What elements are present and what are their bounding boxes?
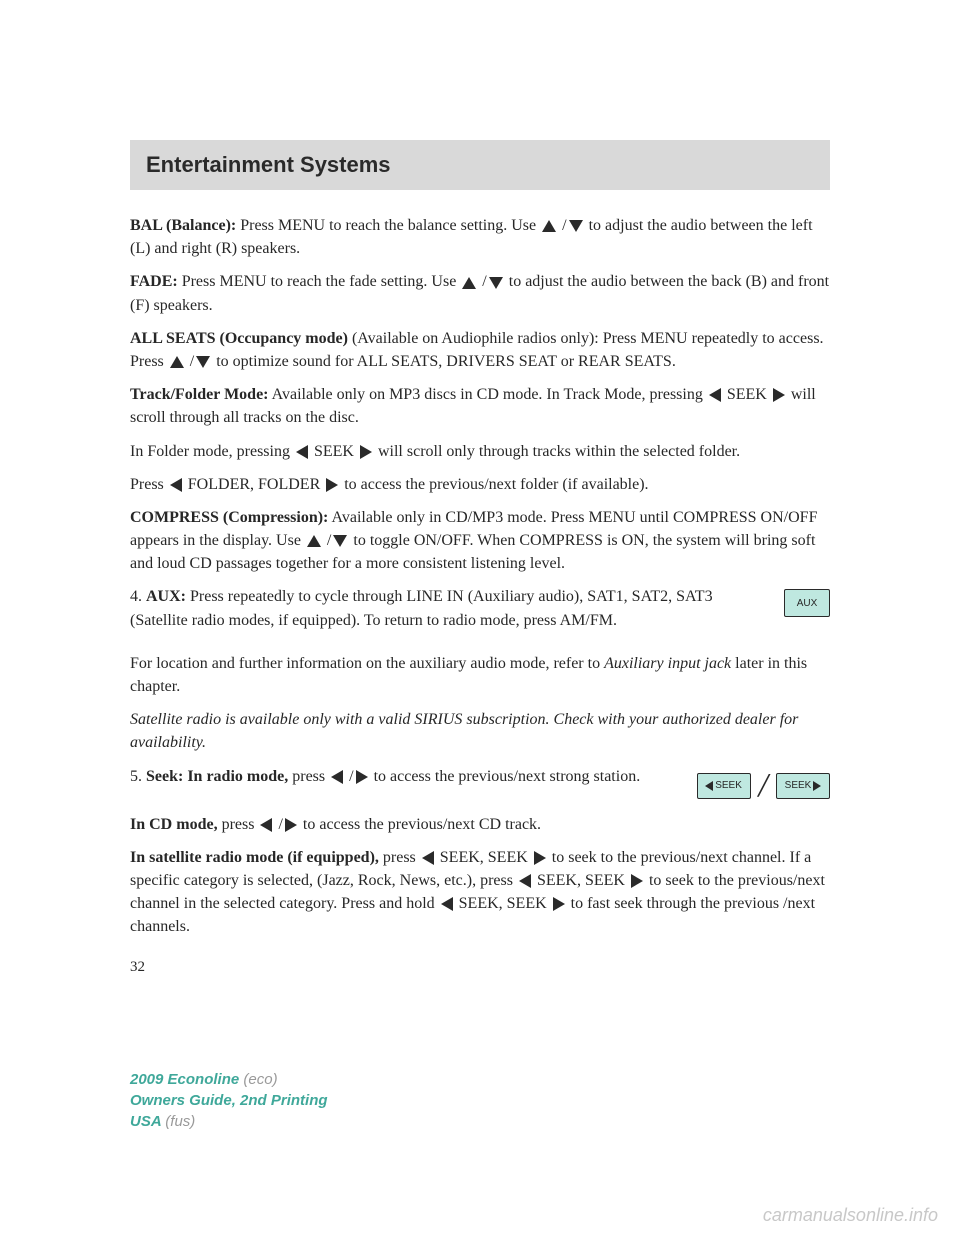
track-t6: to access the previous/next folder (if a… xyxy=(340,476,648,493)
seek-btn-l: SEEK xyxy=(715,780,742,791)
seek-btn-r: SEEK xyxy=(785,780,812,791)
bal-label: BAL (Balance): xyxy=(130,217,236,234)
track-para2: In Folder mode, pressing SEEK will scrol… xyxy=(130,440,830,463)
sat-para: In satellite radio mode (if equipped), p… xyxy=(130,846,830,939)
aux-row: 4. AUX: Press repeatedly to cycle throug… xyxy=(130,585,830,641)
right-icon xyxy=(534,851,546,865)
seek-left-btn: SEEK xyxy=(697,773,751,799)
compress-para: COMPRESS (Compression): Available only i… xyxy=(130,506,830,576)
bal-para: BAL (Balance): Press MENU to reach the b… xyxy=(130,214,830,260)
seek-row: 5. Seek: In radio mode, press / to acces… xyxy=(130,765,830,803)
cd-para: In CD mode, press / to access the previo… xyxy=(130,813,830,836)
right-icon xyxy=(631,874,643,888)
right-icon xyxy=(360,445,372,459)
down-icon xyxy=(569,220,583,232)
track-seek: SEEK xyxy=(723,386,771,403)
track-t5: Press xyxy=(130,476,168,493)
left-icon xyxy=(170,478,182,492)
left-icon xyxy=(422,851,434,865)
right-icon xyxy=(553,897,565,911)
fade-label: FADE: xyxy=(130,273,178,290)
seek-right-btn: SEEK xyxy=(776,773,830,799)
allseats-label: ALL SEATS (Occupancy mode) xyxy=(130,330,348,347)
sat-t1: press xyxy=(379,849,420,866)
footer-region: USA xyxy=(130,1113,165,1130)
up-icon xyxy=(542,220,556,232)
cd-t2: to access the previous/next CD track. xyxy=(299,816,541,833)
aux-btn-label: AUX xyxy=(797,598,818,609)
sat-t4: SEEK, SEEK xyxy=(455,895,551,912)
section-title: Entertainment Systems xyxy=(146,152,814,178)
right-icon xyxy=(326,478,338,492)
left-icon xyxy=(296,445,308,459)
seek-label: Seek: In radio mode, xyxy=(146,768,288,785)
page-number: 32 xyxy=(130,959,830,976)
seek-t2: to access the previous/next strong stati… xyxy=(370,768,641,785)
aux-note: Satellite radio is available only with a… xyxy=(130,708,830,754)
down-icon xyxy=(489,277,503,289)
page-content: Entertainment Systems BAL (Balance): Pre… xyxy=(0,0,960,976)
footer-guide: Owners Guide, 2nd Printing xyxy=(130,1092,328,1109)
section-header: Entertainment Systems xyxy=(130,140,830,190)
up-icon xyxy=(307,535,321,547)
seek-para: 5. Seek: In radio mode, press / to acces… xyxy=(130,765,673,788)
compress-label: COMPRESS (Compression): xyxy=(130,509,328,526)
cd-t1: press xyxy=(218,816,259,833)
fade-para: FADE: Press MENU to reach the fade setti… xyxy=(130,270,830,316)
footer-code1: (eco) xyxy=(243,1071,277,1088)
track-seek2: SEEK xyxy=(310,443,358,460)
right-icon xyxy=(773,388,785,402)
footer-model: 2009 Econoline xyxy=(130,1071,243,1088)
up-icon xyxy=(462,277,476,289)
aux-t2: For location and further information on … xyxy=(130,655,604,672)
seek-num: 5. xyxy=(130,768,146,785)
slash-icon: / xyxy=(755,769,772,803)
cd-label: In CD mode, xyxy=(130,816,218,833)
sat-seek2: SEEK, SEEK xyxy=(533,872,629,889)
track-t4: will scroll only through tracks within t… xyxy=(374,443,740,460)
right-icon xyxy=(285,818,297,832)
right-icon xyxy=(356,770,368,784)
down-icon xyxy=(196,356,210,368)
aux-label: AUX: xyxy=(146,588,186,605)
track-label: Track/Folder Mode: xyxy=(130,386,269,403)
left-icon xyxy=(709,388,721,402)
sat-seek1: SEEK, SEEK xyxy=(436,849,532,866)
left-icon xyxy=(705,781,713,791)
right-icon xyxy=(813,781,821,791)
sat-label: In satellite radio mode (if equipped), xyxy=(130,849,379,866)
fade-t1: Press MENU to reach the fade setting. Us… xyxy=(178,273,461,290)
aux-para1: 4. AUX: Press repeatedly to cycle throug… xyxy=(130,585,754,631)
left-icon xyxy=(441,897,453,911)
bal-t1: Press MENU to reach the balance setting.… xyxy=(236,217,540,234)
aux-para2: For location and further information on … xyxy=(130,652,830,698)
allseats-para: ALL SEATS (Occupancy mode) (Available on… xyxy=(130,327,830,373)
footer-code2: (fus) xyxy=(165,1113,195,1130)
footer: 2009 Econoline (eco) Owners Guide, 2nd P… xyxy=(130,1069,328,1132)
aux-t1: Press repeatedly to cycle through LINE I… xyxy=(130,588,713,628)
allseats-t2: to optimize sound for ALL SEATS, DRIVERS… xyxy=(212,353,676,370)
left-icon xyxy=(331,770,343,784)
track-t3: In Folder mode, pressing xyxy=(130,443,294,460)
track-para3: Press FOLDER, FOLDER to access the previ… xyxy=(130,473,830,496)
watermark: carmanualsonline.info xyxy=(763,1205,938,1226)
down-icon xyxy=(333,535,347,547)
track-folder: FOLDER, FOLDER xyxy=(184,476,324,493)
seek-button-graphic: SEEK / SEEK xyxy=(697,769,830,803)
track-para1: Track/Folder Mode: Available only on MP3… xyxy=(130,383,830,429)
track-t1: Available only on MP3 discs in CD mode. … xyxy=(269,386,707,403)
left-icon xyxy=(260,818,272,832)
aux-ital: Auxiliary input jack xyxy=(604,655,731,672)
aux-button-graphic: AUX xyxy=(784,589,830,617)
aux-num: 4. xyxy=(130,588,146,605)
seek-t1: press xyxy=(288,768,329,785)
up-icon xyxy=(170,356,184,368)
left-icon xyxy=(519,874,531,888)
